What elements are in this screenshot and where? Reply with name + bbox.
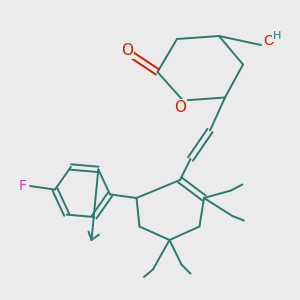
Text: H: H — [273, 31, 281, 41]
Text: O: O — [174, 100, 186, 115]
Text: O: O — [263, 34, 274, 48]
Text: F: F — [18, 179, 26, 193]
Text: O: O — [122, 43, 134, 58]
